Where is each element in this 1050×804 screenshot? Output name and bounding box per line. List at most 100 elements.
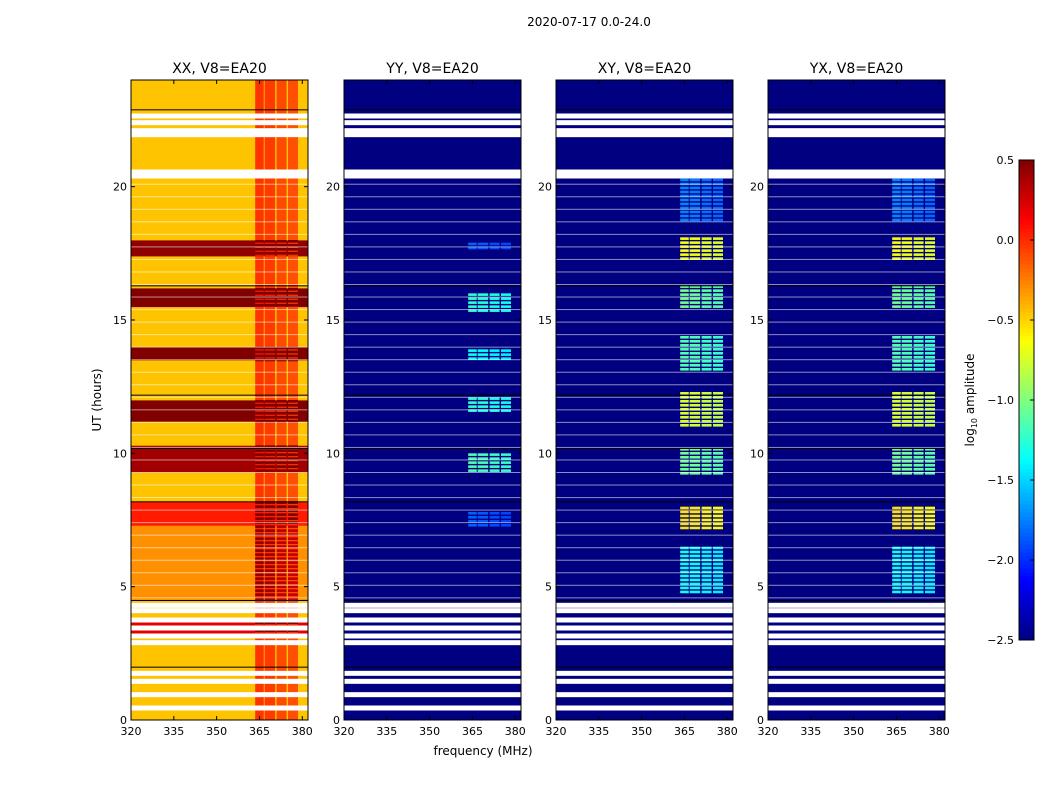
flag-line [768,284,945,285]
band-cell [925,297,936,300]
data-gap [768,602,945,608]
heatmap-row [131,221,308,225]
flag-line [768,421,945,423]
band-cell [501,349,512,352]
band-cell [680,368,689,371]
band-cell [255,565,264,568]
flag-line [131,196,308,198]
scan-boundary [344,600,521,601]
heatmap-row [131,341,308,345]
band-cell [689,582,701,586]
band-cell [276,557,287,560]
band-cell [501,516,512,519]
heatmap-row [131,613,308,617]
band-cell [913,241,924,244]
band-cell [477,401,489,404]
heatmap-row [131,90,308,94]
band-cell [264,629,276,632]
band-cell [701,550,712,554]
colorbar-segment [1019,620,1034,625]
heatmap-row [131,298,308,302]
band-cell [276,300,287,303]
colorbar-segment [1019,616,1034,621]
data-gap [131,132,308,138]
flag-line [344,409,521,411]
flag-line [768,359,945,361]
band-cell [913,368,924,371]
colorbar-segment [1019,172,1034,177]
band-cell [288,445,299,448]
band-cell [892,460,901,463]
heatmap-row [131,552,308,556]
colorbar-segment [1019,428,1034,433]
data-gap [768,617,945,623]
band-cell [276,350,287,354]
band-cell [680,257,689,260]
band-cell [255,589,264,592]
data-gap [344,670,521,676]
band-cell [477,353,489,356]
heatmap-row [131,250,308,254]
data-gap [556,173,733,179]
heatmap-row [131,456,308,460]
band-cell [925,404,936,407]
band-cell [255,288,264,291]
colorbar-segment [1019,584,1034,589]
x-tick-label: 350 [843,725,864,738]
band-cell [264,453,276,456]
band-cell [255,354,264,358]
heatmap-row [131,629,308,633]
flag-line [131,559,308,561]
band-cell [713,257,724,260]
band-cell [276,505,287,508]
scan-boundary [556,394,733,396]
heatmap-row [131,88,308,92]
heatmap-row [131,477,308,481]
heatmap-row [131,389,308,393]
colorbar-segment [1019,336,1034,341]
panel-1: XX, V8=EA20 320 335 350 365 380 0 5 10 15 20 [113,61,313,738]
band-cell [288,569,299,572]
heatmap-row [131,650,308,654]
band-cell [892,582,901,586]
band-cell [288,585,299,588]
band-cell [288,465,299,468]
colorbar-segment [1019,464,1034,469]
band-cell [468,465,477,468]
flag-line [344,296,521,298]
band-cell [892,364,901,367]
band-cell [701,194,712,198]
scan-boundary [556,501,733,503]
band-cell [477,405,489,408]
band-cell [255,621,264,624]
heatmap-row [131,160,308,164]
band-cell [701,301,712,304]
colorbar-segment [1019,348,1034,353]
band-cell [276,248,287,251]
band-cell [892,448,901,451]
data-gap [344,128,521,134]
band-cell [264,300,276,303]
band-cell [276,569,287,572]
band-cell [892,336,901,339]
flag-line [344,346,521,348]
band-cell [913,301,924,304]
colorbar-tick-label: −2.5 [987,634,1014,647]
band-cell [713,574,724,578]
band-cell [892,257,901,260]
band-cell [255,553,264,556]
heatmap-row [131,194,308,198]
flag-line [344,321,521,323]
colorbar-segment [1019,184,1034,189]
band-cell [913,214,924,218]
band-cell [925,364,936,367]
colorbar-tick-label: 0.5 [997,154,1015,167]
heatmap-row [131,429,308,433]
panel-frame [343,79,522,721]
band-cell [477,453,489,456]
colorbar-segment [1019,488,1034,493]
band-cell [264,469,276,472]
band-cell [276,629,287,632]
band-cell [477,293,489,296]
heatmap-row [131,538,308,542]
